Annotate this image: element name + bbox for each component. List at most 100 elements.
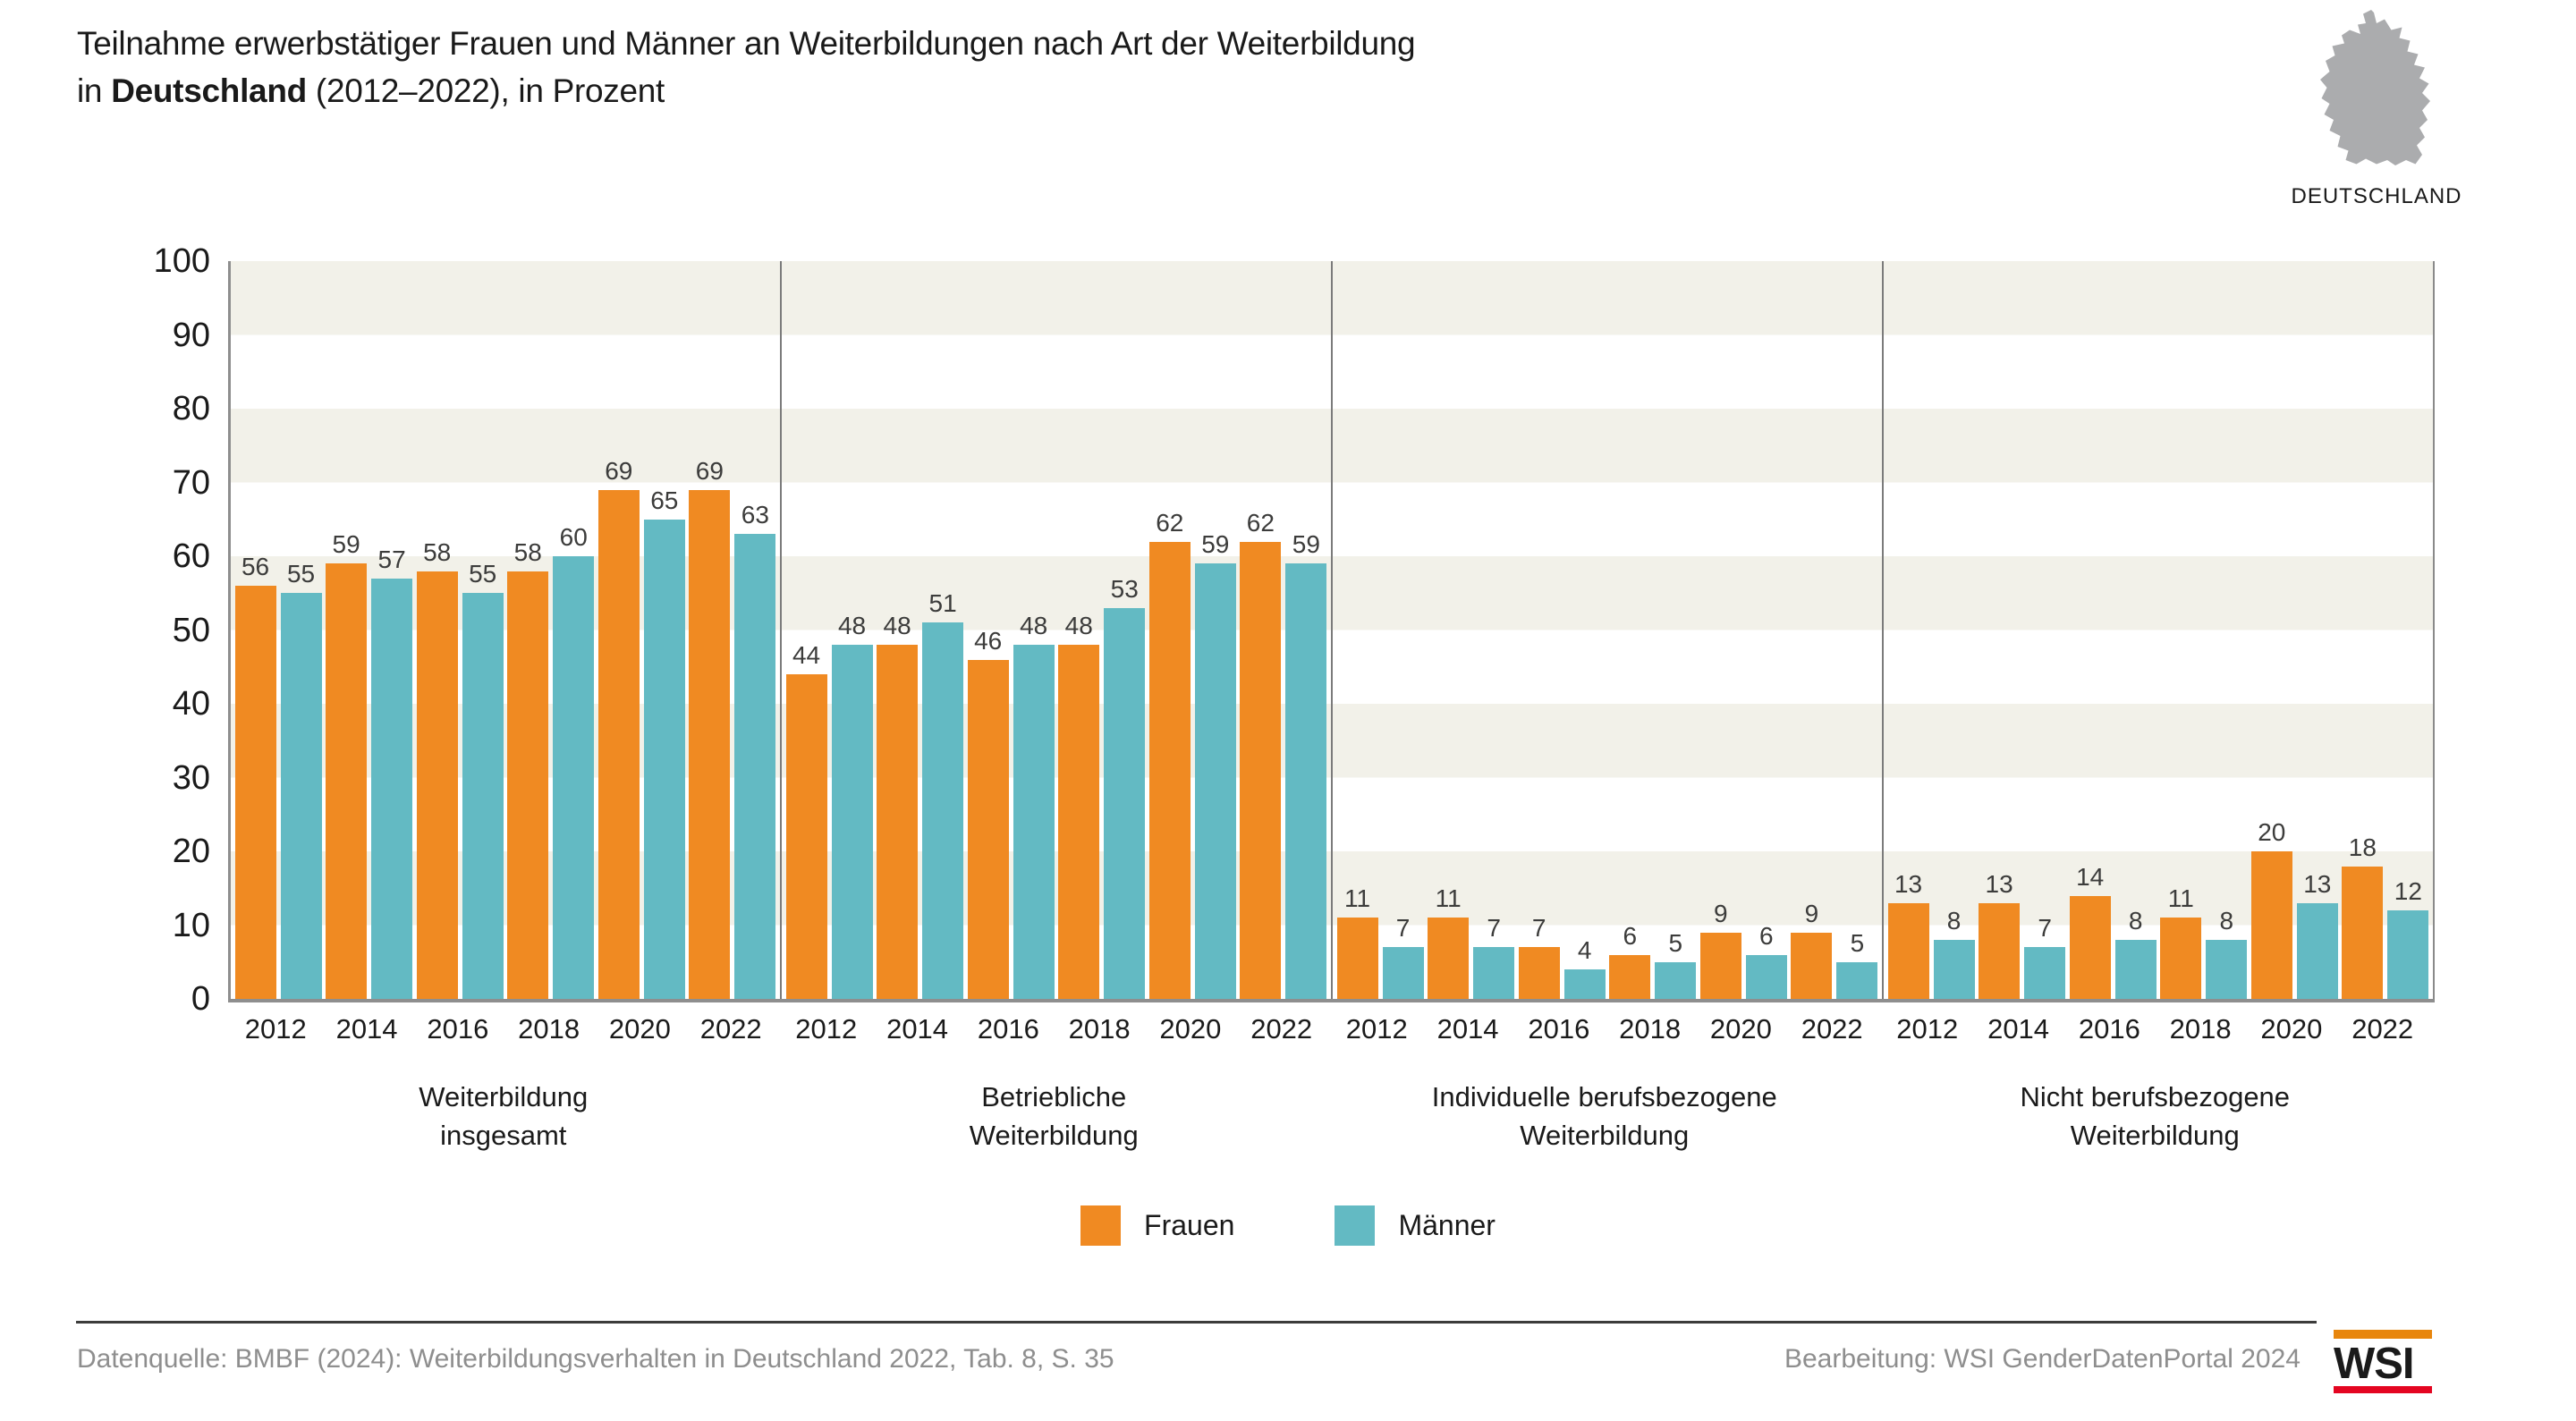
y-axis-label: 90 <box>172 316 210 354</box>
y-axis-label: 0 <box>191 980 210 1018</box>
bar-frauen: 13 <box>1979 870 2021 999</box>
year-label: 2018 <box>1068 1013 1131 1045</box>
bar-value-label: 63 <box>741 501 769 529</box>
y-axis-label: 100 <box>153 242 210 280</box>
bar-maenner: 7 <box>2024 915 2066 999</box>
panel-caption-line: Weiterbildung <box>419 1081 589 1112</box>
map-caption: DEUTSCHLAND <box>2291 184 2462 208</box>
footer-source: Datenquelle: BMBF (2024): Weiterbildungs… <box>77 1344 1114 1374</box>
panel-caption-line: Individuelle berufsbezogene <box>1431 1081 1777 1112</box>
year-label: 2020 <box>1709 1013 1772 1045</box>
bar-value-label: 62 <box>1156 508 1184 537</box>
bar-maenner: 48 <box>1013 613 1055 999</box>
bar-frauen: 9 <box>1791 900 1833 999</box>
bar-value-label: 13 <box>1985 869 2013 898</box>
year-label: 2022 <box>1801 1013 1863 1045</box>
bar-value-label: 11 <box>1435 884 1462 913</box>
bar-value-label: 8 <box>1946 907 1962 935</box>
year-label: 2018 <box>1619 1013 1682 1045</box>
year-label: 2014 <box>335 1013 398 1045</box>
bar-maenner: 8 <box>1933 908 1975 999</box>
bar-value-label: 46 <box>974 626 1003 655</box>
bar-frauen: 56 <box>234 554 276 999</box>
bar-frauen: 62 <box>1148 509 1191 999</box>
bar-maenner: 59 <box>1194 531 1236 999</box>
bar-frauen: 69 <box>597 457 640 999</box>
page-title-line2: in Deutschland (2012–2022), in Prozent <box>77 72 665 109</box>
panel-year-labels: 2012 2014 2016 2018 2020 2022 <box>228 1011 779 1047</box>
legend-swatch-maenner <box>1335 1205 1376 1246</box>
bar-value-label: 7 <box>1531 914 1546 943</box>
bar-value-label: 6 <box>1759 921 1774 950</box>
chart-panel: 11 7 11 7 7 4 6 5 9 6 9 5 <box>1331 261 1882 999</box>
bar-value-label: 14 <box>2076 862 2105 891</box>
y-axis-label: 70 <box>172 463 210 502</box>
bar-maenner: 55 <box>462 561 504 999</box>
bar-frauen: 62 <box>1240 509 1282 999</box>
year-label: 2014 <box>886 1013 949 1045</box>
bar-frauen: 59 <box>326 531 368 999</box>
bar-maenner: 63 <box>734 502 776 999</box>
bar-group: 58 55 <box>416 538 504 999</box>
bar-group: 62 59 <box>1148 509 1236 999</box>
y-axis-label: 30 <box>172 758 210 797</box>
bar-frauen: 46 <box>967 627 1009 999</box>
bar-value-label: 9 <box>1804 899 1819 927</box>
year-label: 2022 <box>1250 1013 1313 1045</box>
bar-value-label: 55 <box>286 560 316 588</box>
bar-group: 56 55 <box>234 554 322 999</box>
year-label: 2018 <box>2169 1013 2232 1045</box>
bar-value-label: 12 <box>2394 877 2422 905</box>
year-label: 2016 <box>1528 1013 1590 1045</box>
wsi-logo-text: WSI <box>2334 1340 2415 1388</box>
bar-chart: 56 55 59 57 58 55 58 60 69 65 69 63 44 48 48 51 46 48 48 53… <box>228 261 2435 1002</box>
bar-frauen: 20 <box>2250 819 2292 999</box>
page-title-line1: Teilnahme erwerbstätiger Frauen und Männ… <box>77 25 1416 62</box>
legend-label-maenner: Männer <box>1398 1209 1496 1241</box>
panel-caption-line: Nicht berufsbezogene <box>2020 1081 2291 1112</box>
y-axis-label: 50 <box>172 611 210 649</box>
chart-panel: 13 8 13 7 14 8 11 8 20 13 18 12 <box>1882 261 2433 999</box>
bar-value-label: 13 <box>2303 869 2332 898</box>
bar-value-label: 60 <box>559 523 588 551</box>
bar-value-label: 5 <box>1850 928 1865 957</box>
bar-value-label: 20 <box>2258 818 2286 846</box>
bar-value-label: 5 <box>1668 928 1683 957</box>
y-axis-label: 20 <box>172 833 210 870</box>
bar-maenner: 5 <box>1836 929 1878 999</box>
wsi-logo-red-bar <box>2334 1386 2432 1393</box>
bar-maenner: 53 <box>1104 575 1146 999</box>
legend-swatch-frauen <box>1080 1205 1122 1246</box>
bar-maenner: 59 <box>1285 531 1327 999</box>
bar-frauen: 13 <box>1887 870 1929 999</box>
bar-frauen: 48 <box>877 613 919 999</box>
bar-value-label: 48 <box>1020 612 1048 639</box>
bar-group: 20 13 <box>2250 819 2338 999</box>
year-label: 2022 <box>699 1013 762 1045</box>
footer-editing: Bearbeitung: WSI GenderDatenPortal 2024 <box>1784 1344 2301 1374</box>
year-label: 2016 <box>427 1013 489 1045</box>
bar-frauen: 7 <box>1518 915 1560 999</box>
bar-maenner: 8 <box>2206 908 2248 999</box>
panel-caption-line: Weiterbildung <box>1520 1120 1690 1151</box>
bar-maenner: 6 <box>1745 922 1787 999</box>
bar-frauen: 11 <box>1428 885 1470 999</box>
bar-value-label: 55 <box>469 560 497 588</box>
bar-value-label: 69 <box>605 456 633 485</box>
bar-frauen: 69 <box>689 457 731 999</box>
year-label: 2020 <box>608 1013 671 1045</box>
bar-group: 62 59 <box>1240 509 1327 999</box>
bar-group: 69 65 <box>597 457 685 999</box>
bar-frauen: 6 <box>1609 922 1651 999</box>
footer-divider <box>76 1321 2317 1324</box>
bar-group: 11 7 <box>1336 885 1424 999</box>
bar-value-label: 8 <box>2219 907 2234 935</box>
bar-value-label: 48 <box>883 612 911 639</box>
bar-frauen: 11 <box>2160 885 2202 999</box>
bar-value-label: 13 <box>1894 869 1923 898</box>
bar-maenner: 57 <box>371 546 413 999</box>
legend-item-frauen: Frauen <box>1080 1205 1234 1246</box>
